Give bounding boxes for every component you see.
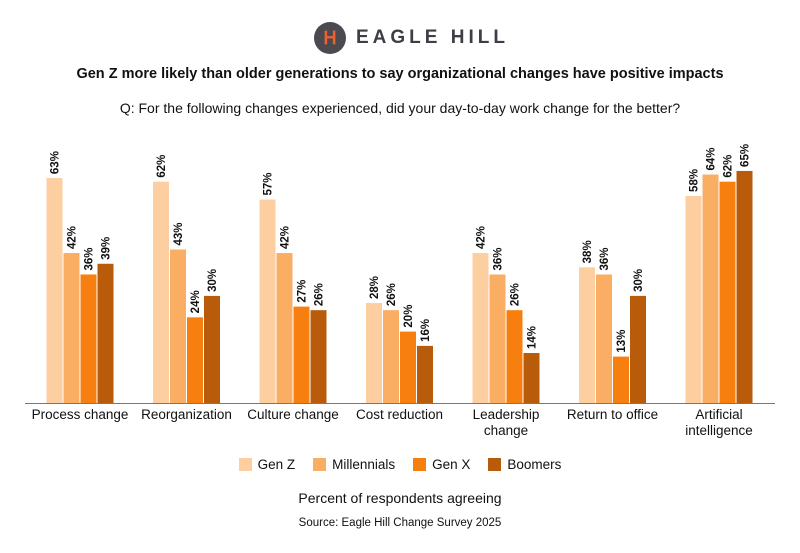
x-axis-label: Percent of respondents agreeing [298,490,502,506]
data-label: 13% [616,330,628,353]
legend-label: Millennials [332,457,396,472]
data-label: 42% [280,226,292,249]
category-label: Culture change [247,407,339,422]
data-label: 36% [84,247,96,270]
legend-swatch [413,458,427,471]
category-label: Leadership [473,407,540,422]
category-label: change [484,423,528,438]
data-label: 30% [633,269,645,292]
bar [80,274,97,403]
bar [46,178,63,403]
bar [630,295,646,403]
bar [417,345,433,403]
data-label: 62% [156,155,168,178]
bar [383,310,399,403]
bar [204,295,220,403]
bar [63,253,80,403]
bar [153,181,169,403]
legend-label: Gen Z [257,457,296,472]
data-label: 39% [101,237,113,260]
data-label: 42% [476,226,488,249]
category-label: Artificial [695,407,742,422]
data-label: 30% [207,269,219,292]
bar [613,356,629,403]
data-label: 14% [527,326,539,349]
bar [293,306,310,403]
data-label: 26% [386,283,398,306]
legend-swatch [488,458,502,471]
data-label: 43% [173,222,185,245]
bar [187,317,203,403]
data-label: 16% [420,319,432,342]
data-label: 62% [723,155,735,178]
bar [685,195,702,403]
legend-item: Gen Z [238,457,296,472]
bar [170,249,186,403]
legend-item: Gen X [413,457,470,472]
legend-item: Boomers [488,457,561,472]
category-label: Process change [32,407,129,422]
legend-item: Millennials [313,457,395,472]
data-label: 65% [740,144,752,167]
legend: Gen Z Millennials Gen X Boomers [0,457,800,472]
data-label: 24% [190,290,202,313]
chart-title: Gen Z more likely than older generations… [76,66,724,82]
bar [310,310,327,403]
bar [523,353,540,403]
legend-label: Gen X [432,457,471,472]
bar [719,181,736,403]
category-label: Return to office [567,407,658,422]
legend-swatch [238,458,252,471]
data-label: 28% [369,276,381,299]
bar [736,170,753,403]
data-label: 38% [582,240,594,263]
data-label: 57% [263,172,275,195]
eagle-hill-logo-icon: ᕼ [314,22,346,54]
data-label: 64% [706,147,718,170]
chart-subtitle: Q: For the following changes experienced… [119,100,681,116]
category-label: Reorganization [141,407,232,422]
bar [702,174,719,403]
bar [400,331,416,403]
data-label: 42% [67,226,79,249]
data-label: 36% [599,247,611,270]
category-label: Cost reduction [356,407,443,422]
bar [366,303,382,403]
data-label: 26% [510,283,522,306]
bar [489,274,506,403]
category-label: intelligence [685,423,753,438]
bar [259,199,276,403]
legend-swatch [313,458,327,471]
bar [579,267,595,403]
bar [97,263,114,403]
legend-label: Boomers [507,457,562,472]
data-label: 27% [297,280,309,303]
bar [506,310,523,403]
bar [276,253,293,403]
data-label: 58% [689,169,701,192]
source-note: Source: Eagle Hill Change Survey 2025 [298,517,502,529]
data-label: 36% [493,247,505,270]
brand-logo: ᕼ EAGLE HILL [314,22,509,54]
bar [596,274,612,403]
brand-name: EAGLE HILL [356,27,509,48]
data-label: 20% [403,305,415,328]
data-label: 26% [314,283,326,306]
data-label: 63% [50,151,62,174]
bar [472,253,489,403]
